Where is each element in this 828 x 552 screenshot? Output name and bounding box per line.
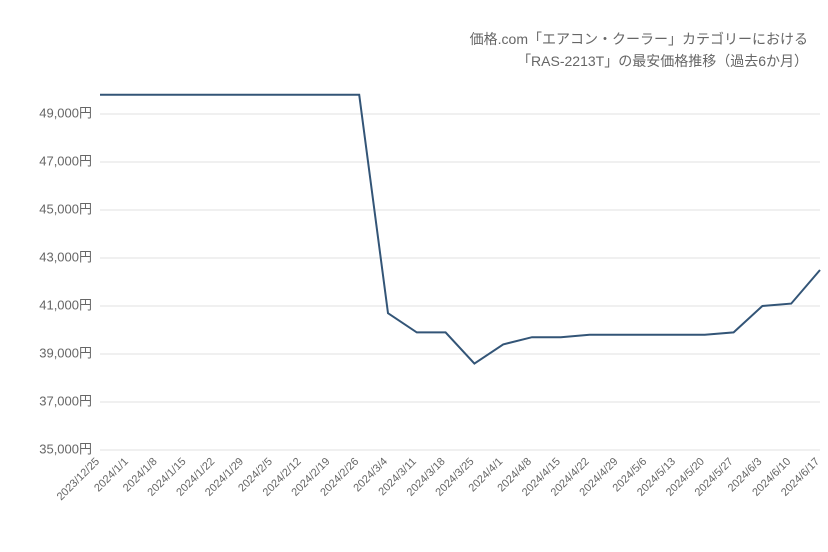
y-axis-label: 41,000円 [39, 297, 92, 312]
y-axis-label: 37,000円 [39, 393, 92, 408]
x-axis-label: 2023/12/25 [55, 456, 102, 503]
y-axis-label: 43,000円 [39, 249, 92, 264]
price-series-line [100, 95, 820, 364]
chart-title-line1: 価格.com「エアコン・クーラー」カテゴリーにおける [470, 28, 808, 50]
chart-svg: 35,000円 37,000円 39,000円 41,000円 43,000円 45,00… [0, 0, 828, 552]
price-chart-container: 価格.com「エアコン・クーラー」カテゴリーにおける 「RAS-2213T」の最… [0, 0, 828, 552]
y-axis-label: 39,000円 [39, 345, 92, 360]
chart-title: 価格.com「エアコン・クーラー」カテゴリーにおける 「RAS-2213T」の最… [470, 28, 808, 73]
y-axis-label: 35,000円 [39, 441, 92, 456]
chart-title-line2: 「RAS-2213T」の最安価格推移（過去6か月） [470, 50, 808, 72]
y-axis-label: 45,000円 [39, 201, 92, 216]
y-axis-label: 47,000円 [39, 153, 92, 168]
y-axis-label: 49,000円 [39, 105, 92, 120]
